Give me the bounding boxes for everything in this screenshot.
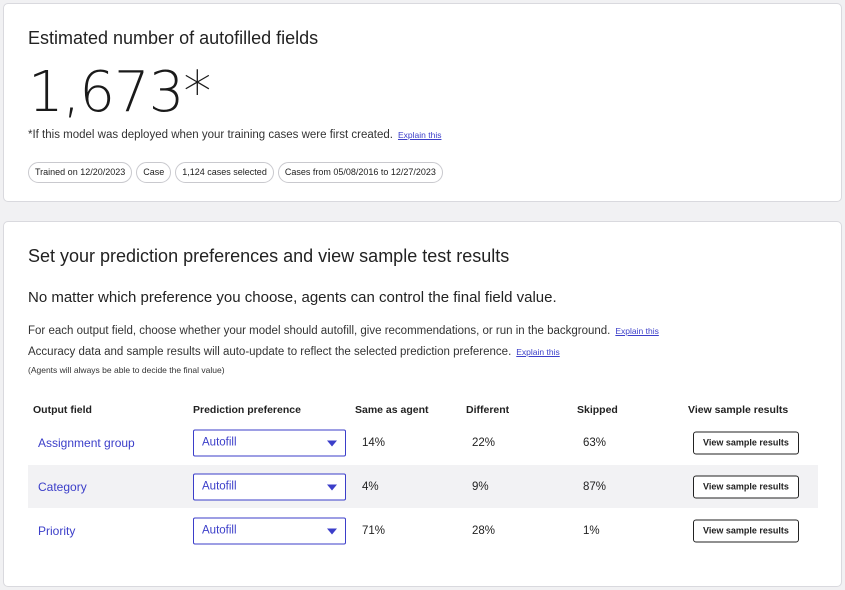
preference-value: Autofill (202, 436, 237, 448)
header-same-as-agent: Same as agent (355, 404, 429, 416)
chip-record-type: Case (136, 162, 172, 183)
table-row: Assignment group Autofill 14% 22% 63% Vi… (28, 421, 818, 464)
preferences-card: Set your prediction preferences and view… (3, 221, 842, 587)
chevron-down-icon (327, 440, 337, 446)
explain-link-accuracy[interactable]: Explain this (516, 347, 560, 357)
header-skipped: Skipped (577, 404, 618, 416)
preference-select[interactable]: Autofill (193, 517, 346, 544)
training-chips: Trained on 12/20/2023 Case 1,124 cases s… (28, 162, 443, 183)
chevron-down-icon (327, 484, 337, 490)
chip-date-range: Cases from 05/08/2016 to 12/27/2023 (277, 162, 443, 183)
preference-select[interactable]: Autofill (193, 429, 346, 456)
view-sample-results-button[interactable]: View sample results (693, 431, 799, 454)
instructions-text-1: For each output field, choose whether yo… (28, 325, 611, 337)
view-sample-results-button[interactable]: View sample results (693, 475, 799, 498)
instructions-text-2: Accuracy data and sample results will au… (28, 346, 512, 358)
preferences-title: Set your prediction preferences and view… (28, 246, 510, 266)
different-value: 22% (472, 436, 496, 449)
explain-link-preferences[interactable]: Explain this (615, 326, 659, 336)
chip-cases-selected: 1,124 cases selected (175, 162, 274, 183)
skipped-value: 63% (583, 436, 607, 449)
different-value: 28% (472, 524, 496, 537)
same-as-agent-value: 71% (362, 524, 386, 537)
estimate-card: Estimated number of autofilled fields 1,… (3, 3, 842, 202)
agents-note: (Agents will always be able to decide th… (28, 365, 225, 375)
chevron-down-icon (327, 528, 337, 534)
same-as-agent-value: 14% (362, 436, 386, 449)
footnote-text: *If this model was deployed when your tr… (28, 129, 393, 141)
header-view-sample-results: View sample results (688, 404, 789, 416)
instructions-line-1: For each output field, choose whether yo… (28, 325, 659, 337)
estimate-title: Estimated number of autofilled fields (28, 28, 319, 48)
estimate-footnote: *If this model was deployed when your tr… (28, 129, 441, 141)
explain-link-estimate[interactable]: Explain this (398, 130, 442, 140)
header-output-field: Output field (33, 404, 92, 416)
table-row: Priority Autofill 71% 28% 1% View sample… (28, 509, 818, 552)
preference-select[interactable]: Autofill (193, 473, 346, 500)
preference-value: Autofill (202, 480, 237, 492)
field-assignment-group[interactable]: Assignment group (38, 435, 135, 450)
different-value: 9% (472, 480, 489, 493)
field-priority[interactable]: Priority (38, 523, 76, 538)
table-row: Category Autofill 4% 9% 87% View sample … (28, 465, 818, 508)
instructions-line-2: Accuracy data and sample results will au… (28, 346, 560, 358)
estimate-value: 1,673* (28, 60, 211, 125)
field-category[interactable]: Category (38, 479, 87, 494)
header-prediction-preference: Prediction preference (193, 404, 301, 416)
preferences-subheading: No matter which preference you choose, a… (28, 289, 557, 306)
view-sample-results-button[interactable]: View sample results (693, 519, 799, 542)
preference-value: Autofill (202, 524, 237, 536)
header-different: Different (466, 404, 510, 416)
chip-trained-on: Trained on 12/20/2023 (28, 162, 133, 183)
skipped-value: 1% (583, 524, 600, 537)
same-as-agent-value: 4% (362, 480, 379, 493)
skipped-value: 87% (583, 480, 607, 493)
